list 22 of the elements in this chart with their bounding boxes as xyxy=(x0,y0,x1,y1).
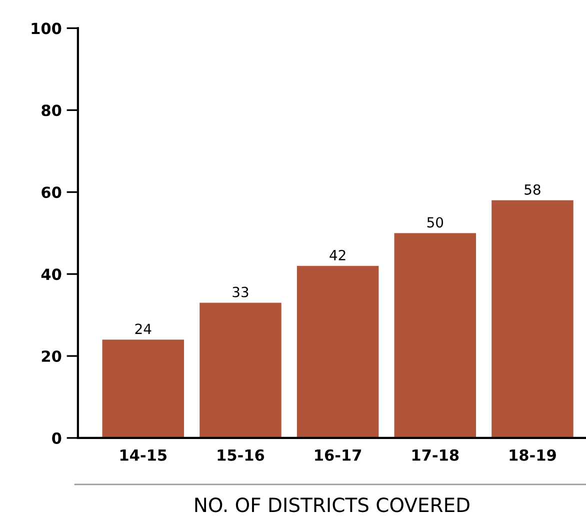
bar xyxy=(492,200,574,438)
bar xyxy=(296,266,379,438)
data-label: 50 xyxy=(427,217,444,228)
bar xyxy=(102,340,184,438)
x-tick-label: 18-19 xyxy=(510,449,556,461)
y-tick-label: 40 xyxy=(41,268,62,280)
bar xyxy=(200,302,282,438)
x-tick-label: 17-18 xyxy=(412,449,459,461)
y-tick-label: 100 xyxy=(32,22,62,34)
y-tick-label: 80 xyxy=(42,104,62,116)
x-tick-label: 14-15 xyxy=(120,450,167,461)
y-tick-label: 20 xyxy=(42,350,62,362)
data-label: 58 xyxy=(524,184,540,195)
data-label: 24 xyxy=(135,324,152,334)
x-tick-label: 16-17 xyxy=(315,449,362,461)
x-axis-title: NO. OF DISTRICTS COVERED xyxy=(195,498,470,512)
data-label: 33 xyxy=(232,286,248,298)
y-tick-label: 60 xyxy=(42,186,62,198)
bar xyxy=(394,233,476,438)
data-label: 42 xyxy=(330,250,346,260)
y-tick-label: 0 xyxy=(52,432,62,444)
x-tick-label: 15-16 xyxy=(218,449,264,461)
